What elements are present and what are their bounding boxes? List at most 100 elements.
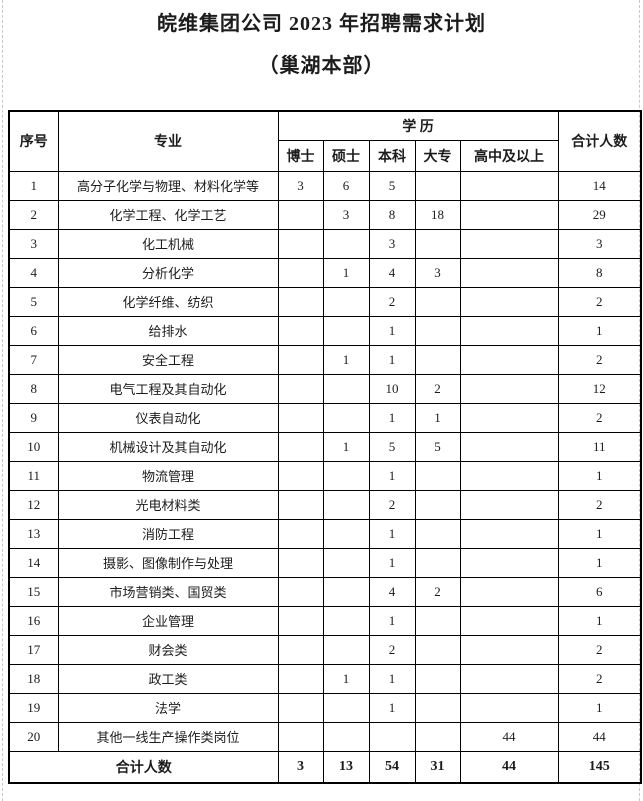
master-count-cell bbox=[322, 402, 370, 433]
table-row: 4 分析化学 1 4 3 8 bbox=[8, 257, 642, 288]
highschool-count-cell bbox=[459, 576, 559, 607]
highschool-count-cell bbox=[459, 489, 559, 520]
row-number-cell: 2 bbox=[8, 199, 59, 230]
major-cell: 化学纤维、纺织 bbox=[57, 286, 279, 317]
row-number-cell: 4 bbox=[8, 257, 59, 288]
highschool-count-cell bbox=[459, 373, 559, 404]
master-count-cell: 3 bbox=[322, 199, 370, 230]
master-count-cell: 1 bbox=[322, 663, 370, 694]
college-count-cell bbox=[414, 489, 461, 520]
row-number-cell: 17 bbox=[8, 634, 59, 665]
bachelor-count-cell: 2 bbox=[368, 634, 416, 665]
bachelor-count-cell: 2 bbox=[368, 489, 416, 520]
master-count-cell bbox=[322, 605, 370, 636]
row-total-cell: 2 bbox=[557, 634, 642, 665]
row-total-cell: 14 bbox=[557, 170, 642, 201]
row-total-cell: 6 bbox=[557, 576, 642, 607]
table-row: 9 仪表自动化 1 1 2 bbox=[8, 402, 642, 433]
highschool-count-cell bbox=[459, 692, 559, 723]
highschool-count-cell bbox=[459, 460, 559, 491]
college-count-cell: 5 bbox=[414, 431, 461, 462]
row-number-cell: 18 bbox=[8, 663, 59, 694]
major-cell: 给排水 bbox=[57, 315, 279, 346]
doctor-count-cell bbox=[277, 344, 324, 375]
row-total-cell: 12 bbox=[557, 373, 642, 404]
doctor-count-cell bbox=[277, 402, 324, 433]
major-cell: 化工机械 bbox=[57, 228, 279, 259]
header-level-highschool: 高中及以上 bbox=[459, 139, 559, 172]
bachelor-count-cell: 1 bbox=[368, 518, 416, 549]
major-cell: 摄影、图像制作与处理 bbox=[57, 547, 279, 578]
college-count-cell bbox=[414, 228, 461, 259]
bachelor-count-cell: 4 bbox=[368, 576, 416, 607]
table-row: 15 市场营销类、国贸类 4 2 6 bbox=[8, 576, 642, 607]
header-col-education: 学 历 bbox=[277, 110, 559, 141]
doctor-count-cell bbox=[277, 199, 324, 230]
row-total-cell: 1 bbox=[557, 315, 642, 346]
highschool-count-cell bbox=[459, 286, 559, 317]
bachelor-count-cell: 3 bbox=[368, 228, 416, 259]
bachelor-count-cell: 1 bbox=[368, 692, 416, 723]
row-total-cell: 1 bbox=[557, 692, 642, 723]
bachelor-count-cell: 5 bbox=[368, 170, 416, 201]
bachelor-count-cell: 5 bbox=[368, 431, 416, 462]
doctor-count-cell bbox=[277, 460, 324, 491]
master-count-cell bbox=[322, 315, 370, 346]
college-count-cell bbox=[414, 547, 461, 578]
row-total-cell: 1 bbox=[557, 605, 642, 636]
master-count-cell: 6 bbox=[322, 170, 370, 201]
bachelor-count-cell: 2 bbox=[368, 286, 416, 317]
highschool-count-cell bbox=[459, 663, 559, 694]
row-number-cell: 16 bbox=[8, 605, 59, 636]
master-count-cell bbox=[322, 228, 370, 259]
doctor-count-cell bbox=[277, 663, 324, 694]
highschool-count-cell bbox=[459, 344, 559, 375]
college-count-cell bbox=[414, 460, 461, 491]
highschool-count-cell bbox=[459, 315, 559, 346]
major-cell: 分析化学 bbox=[57, 257, 279, 288]
row-number-cell: 14 bbox=[8, 547, 59, 578]
college-count-cell: 18 bbox=[414, 199, 461, 230]
totals-highschool-cell: 44 bbox=[459, 750, 559, 784]
bachelor-count-cell: 1 bbox=[368, 402, 416, 433]
highschool-count-cell bbox=[459, 170, 559, 201]
table-row: 12 光电材料类 2 2 bbox=[8, 489, 642, 520]
table-row: 10 机械设计及其自动化 1 5 5 11 bbox=[8, 431, 642, 462]
master-count-cell bbox=[322, 547, 370, 578]
major-cell: 其他一线生产操作类岗位 bbox=[57, 721, 279, 752]
row-number-cell: 12 bbox=[8, 489, 59, 520]
table-row: 14 摄影、图像制作与处理 1 1 bbox=[8, 547, 642, 578]
doctor-count-cell bbox=[277, 576, 324, 607]
table-row: 7 安全工程 1 1 2 bbox=[8, 344, 642, 375]
college-count-cell bbox=[414, 518, 461, 549]
bachelor-count-cell: 1 bbox=[368, 547, 416, 578]
doctor-count-cell bbox=[277, 286, 324, 317]
master-count-cell bbox=[322, 634, 370, 665]
master-count-cell: 1 bbox=[322, 344, 370, 375]
totals-bachelor-cell: 54 bbox=[368, 750, 416, 784]
doctor-count-cell bbox=[277, 692, 324, 723]
master-count-cell bbox=[322, 721, 370, 752]
doctor-count-cell bbox=[277, 257, 324, 288]
totals-row: 合计人数 3 13 54 31 44 145 bbox=[8, 750, 642, 784]
highschool-count-cell bbox=[459, 402, 559, 433]
major-cell: 电气工程及其自动化 bbox=[57, 373, 279, 404]
bachelor-count-cell: 1 bbox=[368, 344, 416, 375]
major-cell: 财会类 bbox=[57, 634, 279, 665]
master-count-cell: 1 bbox=[322, 431, 370, 462]
master-count-cell bbox=[322, 373, 370, 404]
master-count-cell bbox=[322, 489, 370, 520]
header-col-no: 序号 bbox=[8, 110, 59, 172]
bachelor-count-cell: 1 bbox=[368, 605, 416, 636]
bachelor-count-cell bbox=[368, 721, 416, 752]
table-row: 16 企业管理 1 1 bbox=[8, 605, 642, 636]
document-title: 皖维集团公司 2023 年招聘需求计划 bbox=[157, 13, 486, 35]
major-cell: 法学 bbox=[57, 692, 279, 723]
row-total-cell: 1 bbox=[557, 460, 642, 491]
college-count-cell bbox=[414, 344, 461, 375]
master-count-cell bbox=[322, 518, 370, 549]
table-row: 20 其他一线生产操作类岗位 44 44 bbox=[8, 721, 642, 752]
bachelor-count-cell: 8 bbox=[368, 199, 416, 230]
highschool-count-cell bbox=[459, 634, 559, 665]
college-count-cell: 3 bbox=[414, 257, 461, 288]
